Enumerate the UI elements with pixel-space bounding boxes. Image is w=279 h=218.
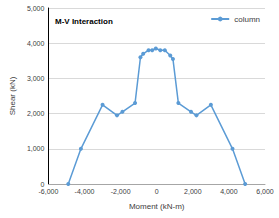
svg-text:M-V Interaction: M-V Interaction [55,17,113,26]
svg-text:column: column [234,15,260,24]
svg-text:2,000: 2,000 [27,110,45,117]
svg-text:5,000: 5,000 [27,5,45,12]
svg-text:4,000: 4,000 [27,40,45,47]
svg-text:1,000: 1,000 [27,145,45,152]
svg-text:Shear (kN): Shear (kN) [8,76,17,115]
svg-text:-4,000: -4,000 [75,188,95,195]
svg-text:0: 0 [155,188,159,195]
svg-text:0: 0 [41,181,45,188]
svg-text:Moment (kN-m): Moment (kN-m) [129,202,185,211]
svg-text:-6,000: -6,000 [38,188,58,195]
svg-text:-2,000: -2,000 [111,188,131,195]
svg-text:6,000: 6,000 [256,188,274,195]
svg-text:2,000: 2,000 [184,188,202,195]
svg-text:3,000: 3,000 [27,75,45,82]
svg-text:4,000: 4,000 [220,188,238,195]
